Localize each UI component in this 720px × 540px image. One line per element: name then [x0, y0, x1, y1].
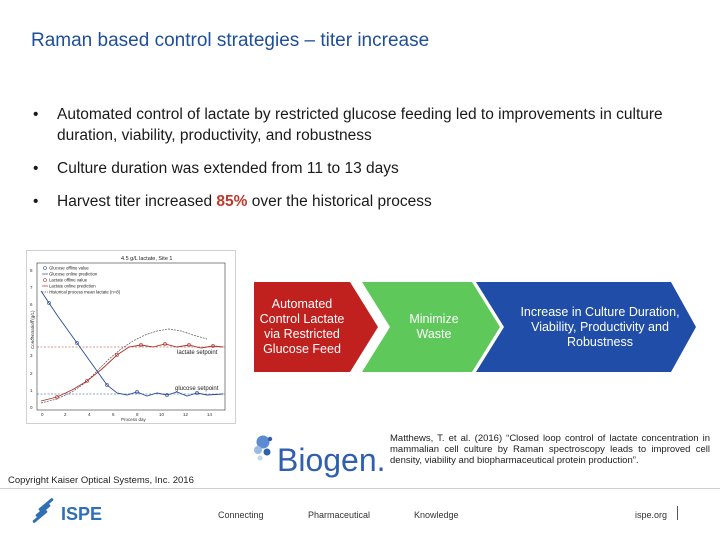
- bullet-list: • Automated control of lactate by restric…: [33, 104, 693, 224]
- x-axis-label: Process day: [121, 417, 147, 422]
- legend-entry: Lactate offline value: [49, 278, 88, 283]
- chevron-shape: [362, 282, 500, 372]
- flow-step-3-text: Increase in Culture Duration, Viability,…: [520, 304, 680, 349]
- y-tick: 2: [30, 371, 33, 376]
- x-tick: 4: [88, 412, 91, 417]
- logo-dot: [256, 435, 270, 449]
- y-tick: 4: [30, 336, 33, 341]
- glucose-point: [47, 301, 51, 305]
- bullet-dot: •: [33, 106, 39, 123]
- glucose-setpoint-label: glucose setpoint: [175, 386, 219, 392]
- flow-step-1-shape: [254, 282, 378, 372]
- logo-dot: [263, 448, 271, 456]
- lactate-point: [55, 395, 59, 399]
- footer-connecting: Connecting: [218, 510, 264, 520]
- glucose-point: [135, 390, 139, 394]
- bullet-highlight: 85%: [216, 193, 248, 210]
- x-tick: 12: [183, 412, 189, 417]
- bullet-text: Automated control of lactate by restrict…: [57, 106, 663, 144]
- lactate-online-line: [40, 343, 224, 402]
- y-tick: 3: [30, 353, 33, 358]
- flow-step-2-shape: [362, 282, 500, 372]
- legend-marker: [43, 278, 47, 282]
- x-tick: 0: [41, 412, 44, 417]
- plot-frame: [36, 262, 226, 411]
- bullet-text-post: over the historical process: [247, 193, 432, 210]
- flow-step-3-shape: [476, 282, 696, 372]
- bullet-text: Culture duration was extended from 11 to…: [57, 160, 399, 177]
- glucose-point: [105, 383, 109, 387]
- biogen-logo: Biogen.: [250, 432, 386, 485]
- ispe-wordmark: ISPE: [61, 504, 102, 524]
- lactate-point: [163, 342, 167, 346]
- mark-bar: [35, 504, 51, 517]
- bullet-item: • Automated control of lactate by restric…: [33, 104, 693, 146]
- y-axis-label: Concentration (g/L): [30, 310, 35, 349]
- lactate-point: [85, 379, 89, 383]
- footer-divider: [0, 488, 720, 489]
- bullet-item: • Harvest titer increased 85% over the hi…: [33, 191, 693, 212]
- lactate-offline-points: [55, 342, 215, 399]
- x-tick: 8: [136, 412, 139, 417]
- chevron-shape: [476, 282, 696, 372]
- glucose-offline-points: [47, 301, 199, 397]
- y-tick: 1: [30, 388, 33, 393]
- biogen-logo-svg: Biogen.: [254, 435, 386, 478]
- bullet-text-pre: Harvest titer increased: [57, 193, 217, 210]
- y-tick: 5: [30, 319, 33, 324]
- lactate-setpoint-label: lactate setpoint: [177, 350, 218, 356]
- figure-title: 4.5 g/L lactate, Site 1: [121, 256, 172, 262]
- lactate-point: [211, 344, 215, 348]
- legend-entry: Glucose online prediction: [49, 272, 98, 277]
- footer-knowledge: Knowledge: [414, 510, 459, 520]
- y-tick: 7: [30, 285, 33, 290]
- x-tick: 10: [159, 412, 165, 417]
- bullet-item: • Culture duration was extended from 11 t…: [33, 158, 693, 179]
- y-tick: 8: [30, 268, 33, 273]
- flow-step-1-text: Automated Control Lactate via Restricted…: [259, 297, 345, 356]
- figure-legend: Glucose offline value Glucose online pre…: [42, 266, 121, 295]
- ispe-logo-svg: ISPE: [32, 498, 102, 524]
- glucose-online-line: [40, 290, 224, 397]
- logo-dot: [254, 446, 262, 454]
- citation-text: Matthews, T. et al. (2016) “Closed loop …: [390, 433, 710, 466]
- lactate-point: [115, 353, 119, 357]
- footer-pharmaceutical: Pharmaceutical: [308, 510, 371, 520]
- bullet-dot: •: [33, 193, 39, 210]
- logo-dot: [267, 436, 273, 442]
- logo-dot: [257, 455, 263, 461]
- slide-title: Raman based control strategies – titer i…: [31, 30, 430, 51]
- glucose-point: [195, 391, 199, 395]
- mark-bar: [32, 510, 48, 523]
- legend-entry: Historical process mean lactate (n=8): [49, 290, 121, 295]
- x-tick: 6: [112, 412, 115, 417]
- lactate-glucose-figure: 4.5 g/L lactate, Site 1 Concentration (g…: [26, 250, 236, 424]
- footer-separator: [677, 506, 678, 520]
- mark-bar: [38, 498, 54, 511]
- x-ticks: 0 2 4 6 8 10 12 14: [41, 412, 213, 417]
- ispe-mark: [32, 498, 54, 523]
- lactate-point: [139, 343, 143, 347]
- y-ticks: 0 1 2 3 4 5 6 7 8: [30, 268, 33, 410]
- chevron-shape: [254, 282, 378, 372]
- legend-marker: [43, 266, 47, 270]
- glucose-point: [75, 341, 79, 345]
- y-tick: 0: [30, 405, 33, 410]
- figure-svg: 4.5 g/L lactate, Site 1 Concentration (g…: [30, 256, 226, 422]
- x-tick: 14: [207, 412, 213, 417]
- lactate-point: [187, 343, 191, 347]
- legend-entry: Glucose offline value: [49, 266, 89, 271]
- footer-website-link[interactable]: ispe.org: [635, 510, 668, 520]
- legend-entry: Lactate online prediction: [49, 284, 96, 289]
- ispe-logo: ISPE: [30, 497, 130, 532]
- flow-step-2-text: Minimize Waste: [409, 312, 459, 341]
- biogen-wordmark: Biogen.: [277, 442, 386, 478]
- bullet-dot: •: [33, 160, 39, 177]
- glucose-point: [165, 393, 169, 397]
- x-tick: 2: [64, 412, 67, 417]
- y-tick: 6: [30, 302, 33, 307]
- copyright-text: Copyright Kaiser Optical Systems, Inc. 2…: [8, 475, 194, 486]
- historical-mean-line: [40, 328, 208, 404]
